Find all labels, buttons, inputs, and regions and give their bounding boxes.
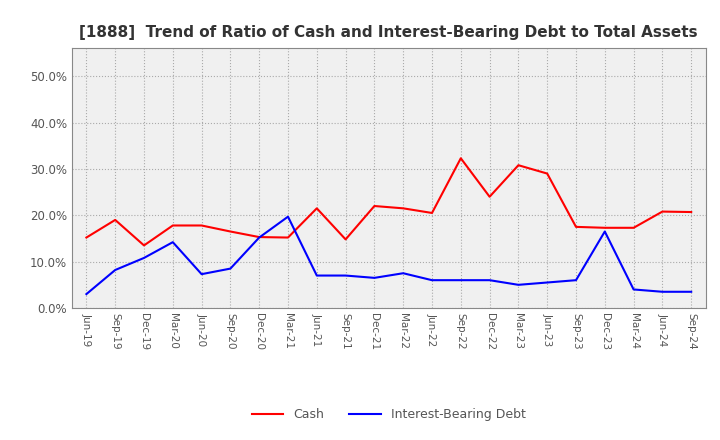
- Interest-Bearing Debt: [284, 214, 292, 219]
- Interest-Bearing Debt: [82, 291, 91, 297]
- Cash: [341, 237, 350, 242]
- Cash: [428, 210, 436, 216]
- Interest-Bearing Debt: [312, 273, 321, 278]
- Interest-Bearing Debt: [456, 278, 465, 283]
- Cash: [197, 223, 206, 228]
- Line: Cash: Cash: [86, 158, 691, 246]
- Cash: [399, 205, 408, 211]
- Cash: [140, 243, 148, 248]
- Cash: [658, 209, 667, 214]
- Cash: [284, 235, 292, 240]
- Cash: [572, 224, 580, 230]
- Interest-Bearing Debt: [341, 273, 350, 278]
- Interest-Bearing Debt: [687, 289, 696, 294]
- Cash: [514, 162, 523, 168]
- Cash: [226, 229, 235, 234]
- Interest-Bearing Debt: [485, 278, 494, 283]
- Interest-Bearing Debt: [572, 278, 580, 283]
- Interest-Bearing Debt: [428, 278, 436, 283]
- Cash: [629, 225, 638, 231]
- Interest-Bearing Debt: [658, 289, 667, 294]
- Interest-Bearing Debt: [543, 280, 552, 285]
- Interest-Bearing Debt: [629, 287, 638, 292]
- Cash: [111, 217, 120, 223]
- Interest-Bearing Debt: [140, 255, 148, 260]
- Cash: [543, 171, 552, 176]
- Cash: [687, 209, 696, 215]
- Cash: [456, 156, 465, 161]
- Title: [1888]  Trend of Ratio of Cash and Interest-Bearing Debt to Total Assets: [1888] Trend of Ratio of Cash and Intere…: [79, 25, 698, 40]
- Line: Interest-Bearing Debt: Interest-Bearing Debt: [86, 216, 691, 294]
- Legend: Cash, Interest-Bearing Debt: Cash, Interest-Bearing Debt: [247, 403, 531, 426]
- Cash: [82, 235, 91, 240]
- Cash: [312, 205, 321, 211]
- Cash: [168, 223, 177, 228]
- Interest-Bearing Debt: [399, 271, 408, 276]
- Interest-Bearing Debt: [168, 239, 177, 245]
- Interest-Bearing Debt: [255, 235, 264, 240]
- Interest-Bearing Debt: [370, 275, 379, 281]
- Interest-Bearing Debt: [197, 271, 206, 277]
- Interest-Bearing Debt: [226, 266, 235, 271]
- Cash: [370, 203, 379, 209]
- Cash: [255, 235, 264, 240]
- Cash: [485, 194, 494, 199]
- Interest-Bearing Debt: [600, 229, 609, 234]
- Interest-Bearing Debt: [514, 282, 523, 287]
- Cash: [600, 225, 609, 231]
- Interest-Bearing Debt: [111, 268, 120, 273]
